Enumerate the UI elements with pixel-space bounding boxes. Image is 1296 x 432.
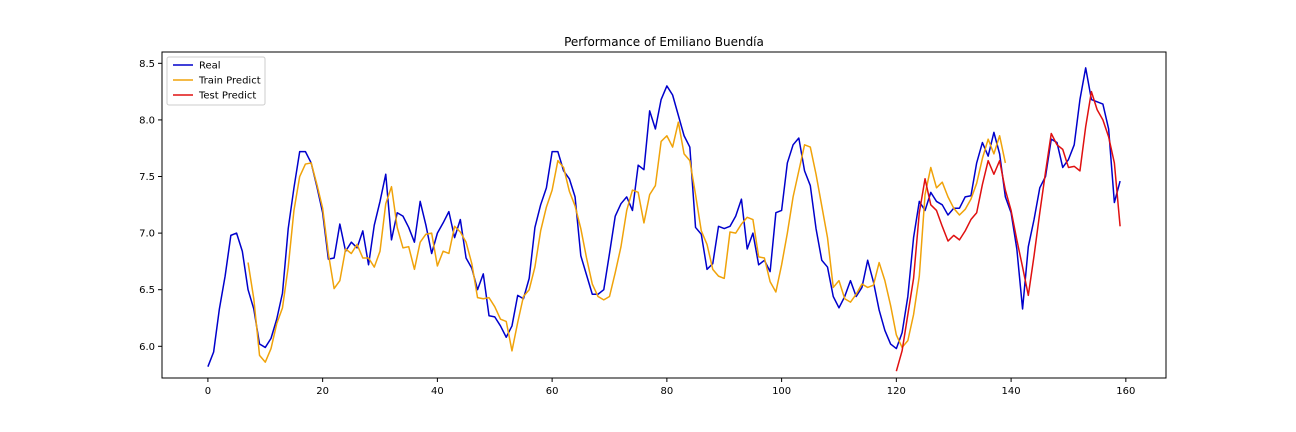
y-tick-label: 6.0 (139, 342, 155, 353)
x-tick-label: 20 (316, 386, 329, 397)
x-tick-label: 80 (661, 386, 674, 397)
y-tick-label: 6.5 (139, 285, 155, 296)
y-tick-label: 8.0 (139, 115, 155, 126)
y-axis: 6.0 6.5 7.0 7.5 8.0 8.5 (139, 59, 162, 353)
x-tick-label: 120 (887, 386, 906, 397)
series-line-train-predict (247, 121, 1007, 363)
plot-frame (161, 51, 1167, 379)
x-tick-label: 0 (205, 386, 211, 397)
x-tick-label: 40 (431, 386, 444, 397)
x-tick-label: 60 (546, 386, 559, 397)
chart-title: Performance of Emiliano Buendía (564, 35, 764, 49)
x-axis: 0 20 40 60 80 100 120 140 160 (205, 378, 1135, 397)
x-tick-label: 100 (772, 386, 791, 397)
series-line-test-predict (895, 90, 1121, 372)
legend: Real Train Predict Test Predict (166, 56, 266, 106)
legend-box (166, 56, 266, 106)
plot-lines (207, 67, 1121, 372)
legend-label-test-predict: Test Predict (198, 91, 256, 102)
y-tick-label: 8.5 (139, 59, 155, 70)
legend-label-real: Real (199, 61, 221, 72)
x-tick-label: 140 (1002, 386, 1021, 397)
y-tick-label: 7.0 (139, 229, 155, 240)
legend-label-train-predict: Train Predict (198, 76, 261, 87)
series-line-real (207, 67, 1121, 367)
x-tick-label: 160 (1116, 386, 1135, 397)
y-tick-label: 7.5 (139, 172, 155, 183)
